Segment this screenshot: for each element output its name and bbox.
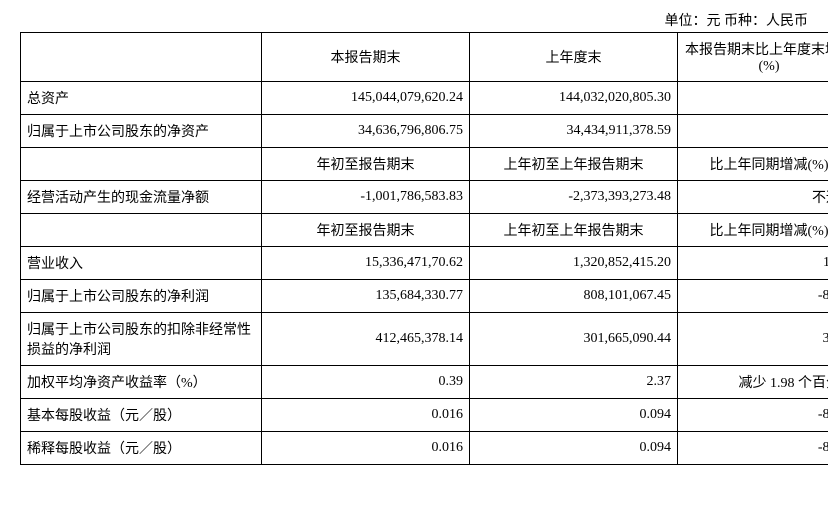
value-net-profit-ex-change: 36.73 [678, 313, 828, 366]
row-total-assets: 总资产 145,044,079,620.24 144,032,020,805.3… [21, 82, 828, 115]
row-net-profit: 归属于上市公司股东的净利润 135,684,330.77 808,101,067… [21, 280, 828, 313]
value-total-assets-current: 145,044,079,620.24 [262, 82, 470, 115]
value-net-profit-ex-current: 412,465,378.14 [262, 313, 470, 366]
row-revenue: 营业收入 15,336,471,70.62 1,320,852,415.20 1… [21, 247, 828, 280]
label-operating-cashflow: 经营活动产生的现金流量净额 [21, 181, 262, 214]
header-yoy-change-2: 比上年同期增减(%) [678, 214, 828, 247]
header-current-period-end: 本报告期末 [262, 33, 470, 82]
header-ytd-prior-2: 上年初至上年报告期末 [470, 214, 678, 247]
value-net-profit-prior: 808,101,067.45 [470, 280, 678, 313]
value-net-profit-change: -83.21 [678, 280, 828, 313]
value-revenue-prior: 1,320,852,415.20 [470, 247, 678, 280]
header-ytd-current-1: 年初至报告期末 [262, 148, 470, 181]
row-basic-eps: 基本每股收益（元／股） 0.016 0.094 -82.98 [21, 399, 828, 432]
value-roe-current: 0.39 [262, 366, 470, 399]
value-basic-eps-prior: 0.094 [470, 399, 678, 432]
value-net-profit-ex-prior: 301,665,090.44 [470, 313, 678, 366]
label-diluted-eps: 稀释每股收益（元／股） [21, 432, 262, 465]
value-revenue-change: 16.11 [678, 247, 828, 280]
value-diluted-eps-prior: 0.094 [470, 432, 678, 465]
header-blank-1 [21, 33, 262, 82]
header-ytd-current-2: 年初至报告期末 [262, 214, 470, 247]
header-row-2: 年初至报告期末 上年初至上年报告期末 比上年同期增减(%) [21, 148, 828, 181]
header-prior-year-end: 上年度末 [470, 33, 678, 82]
value-roe-prior: 2.37 [470, 366, 678, 399]
row-net-assets: 归属于上市公司股东的净资产 34,636,796,806.75 34,434,9… [21, 115, 828, 148]
header-blank-2 [21, 148, 262, 181]
header-row-1: 本报告期末 上年度末 本报告期末比上年度末增减(%) [21, 33, 828, 82]
header-ytd-prior-1: 上年初至上年报告期末 [470, 148, 678, 181]
header-row-3: 年初至报告期末 上年初至上年报告期末 比上年同期增减(%) [21, 214, 828, 247]
financial-table: 本报告期末 上年度末 本报告期末比上年度末增减(%) 总资产 145,044,0… [20, 32, 828, 465]
label-roe: 加权平均净资产收益率（%） [21, 366, 262, 399]
label-net-assets: 归属于上市公司股东的净资产 [21, 115, 262, 148]
row-roe: 加权平均净资产收益率（%） 0.39 2.37 减少 1.98 个百分点 [21, 366, 828, 399]
row-net-profit-ex-nonrecurring: 归属于上市公司股东的扣除非经常性损益的净利润 412,465,378.14 30… [21, 313, 828, 366]
label-net-profit-ex: 归属于上市公司股东的扣除非经常性损益的净利润 [21, 313, 262, 366]
value-cashflow-current: -1,001,786,583.83 [262, 181, 470, 214]
label-total-assets: 总资产 [21, 82, 262, 115]
row-diluted-eps: 稀释每股收益（元／股） 0.016 0.094 -82.98 [21, 432, 828, 465]
value-diluted-eps-change: -82.98 [678, 432, 828, 465]
value-net-assets-change: 0.59 [678, 115, 828, 148]
label-basic-eps: 基本每股收益（元／股） [21, 399, 262, 432]
value-revenue-current: 15,336,471,70.62 [262, 247, 470, 280]
header-change-pct-1: 本报告期末比上年度末增减(%) [678, 33, 828, 82]
value-roe-change: 减少 1.98 个百分点 [678, 366, 828, 399]
header-yoy-change-1: 比上年同期增减(%) [678, 148, 828, 181]
value-net-profit-current: 135,684,330.77 [262, 280, 470, 313]
value-cashflow-change: 不适用 [678, 181, 828, 214]
value-diluted-eps-current: 0.016 [262, 432, 470, 465]
row-operating-cashflow: 经营活动产生的现金流量净额 -1,001,786,583.83 -2,373,3… [21, 181, 828, 214]
header-blank-3 [21, 214, 262, 247]
label-revenue: 营业收入 [21, 247, 262, 280]
value-basic-eps-change: -82.98 [678, 399, 828, 432]
unit-currency-line: 单位：元 币种：人民币 [20, 10, 828, 30]
value-basic-eps-current: 0.016 [262, 399, 470, 432]
label-net-profit: 归属于上市公司股东的净利润 [21, 280, 262, 313]
value-net-assets-prior: 34,434,911,378.59 [470, 115, 678, 148]
value-total-assets-change: 0.70 [678, 82, 828, 115]
value-net-assets-current: 34,636,796,806.75 [262, 115, 470, 148]
value-total-assets-prior: 144,032,020,805.30 [470, 82, 678, 115]
value-cashflow-prior: -2,373,393,273.48 [470, 181, 678, 214]
